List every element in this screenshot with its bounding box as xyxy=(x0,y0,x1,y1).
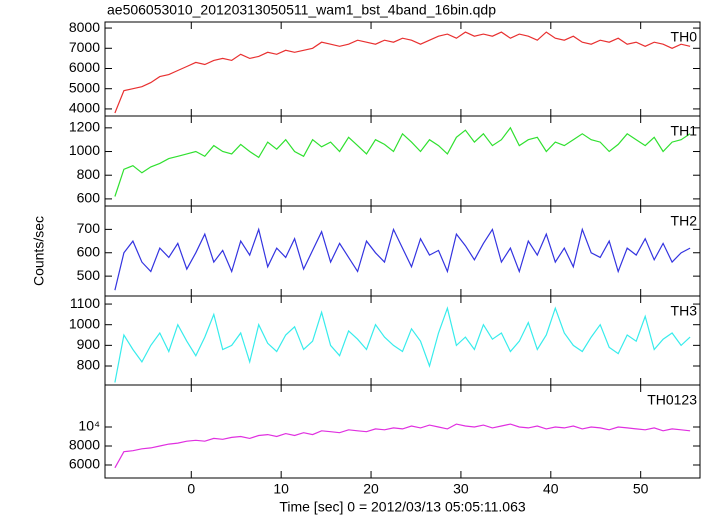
panel-frame xyxy=(104,205,701,297)
y-tick-label: 600 xyxy=(77,190,101,206)
series-label: TH0 xyxy=(671,29,698,45)
series-label: TH0123 xyxy=(647,392,697,408)
series-line xyxy=(114,306,691,383)
x-axis-label: Time [sec] 0 = 2012/03/13 05:05:11.063 xyxy=(279,499,526,515)
y-tick-label: 4000 xyxy=(69,100,100,116)
y-tick-label: 8000 xyxy=(69,19,100,35)
y-tick-label: 900 xyxy=(77,336,101,352)
series-label: TH1 xyxy=(671,123,698,139)
y-tick-label: 1000 xyxy=(69,142,100,158)
series-line xyxy=(114,126,691,197)
y-axis-label: Counts/sec xyxy=(31,216,47,286)
y-tick-label: 700 xyxy=(77,220,101,236)
y-tick-label: 1000 xyxy=(69,315,100,331)
x-tick-label: 20 xyxy=(363,481,379,497)
x-tick-label: 0 xyxy=(187,481,195,497)
series-label: TH2 xyxy=(671,213,698,229)
y-tick-label: 6000 xyxy=(69,456,100,472)
y-tick-label: 6000 xyxy=(69,59,100,75)
y-tick-label: 5000 xyxy=(69,79,100,95)
series-line xyxy=(114,423,691,469)
y-tick-label: 1100 xyxy=(70,295,100,311)
y-tick-label: 1200 xyxy=(69,119,100,135)
y-tick-label: 600 xyxy=(77,243,101,259)
y-tick-label: 800 xyxy=(77,166,101,182)
y-tick-label: 500 xyxy=(77,267,101,283)
panel-frame xyxy=(104,295,701,386)
y-tick-label: 7000 xyxy=(69,39,100,55)
x-tick-label: 30 xyxy=(453,481,469,497)
panel-frame xyxy=(104,115,701,207)
x-tick-label: 50 xyxy=(633,481,649,497)
chart-title: ae506053010_20120313050511_wam1_bst_4ban… xyxy=(107,2,496,18)
panel-frame xyxy=(104,384,701,479)
y-tick-label: 8000 xyxy=(69,437,100,453)
series-line xyxy=(114,227,691,291)
panel-frame xyxy=(104,21,701,117)
x-tick-label: 40 xyxy=(543,481,559,497)
y-tick-label: 800 xyxy=(77,357,101,373)
y-tick-label: 10⁴ xyxy=(78,418,100,434)
series-line xyxy=(114,31,691,114)
series-label: TH3 xyxy=(671,303,698,319)
x-tick-label: 10 xyxy=(273,481,289,497)
